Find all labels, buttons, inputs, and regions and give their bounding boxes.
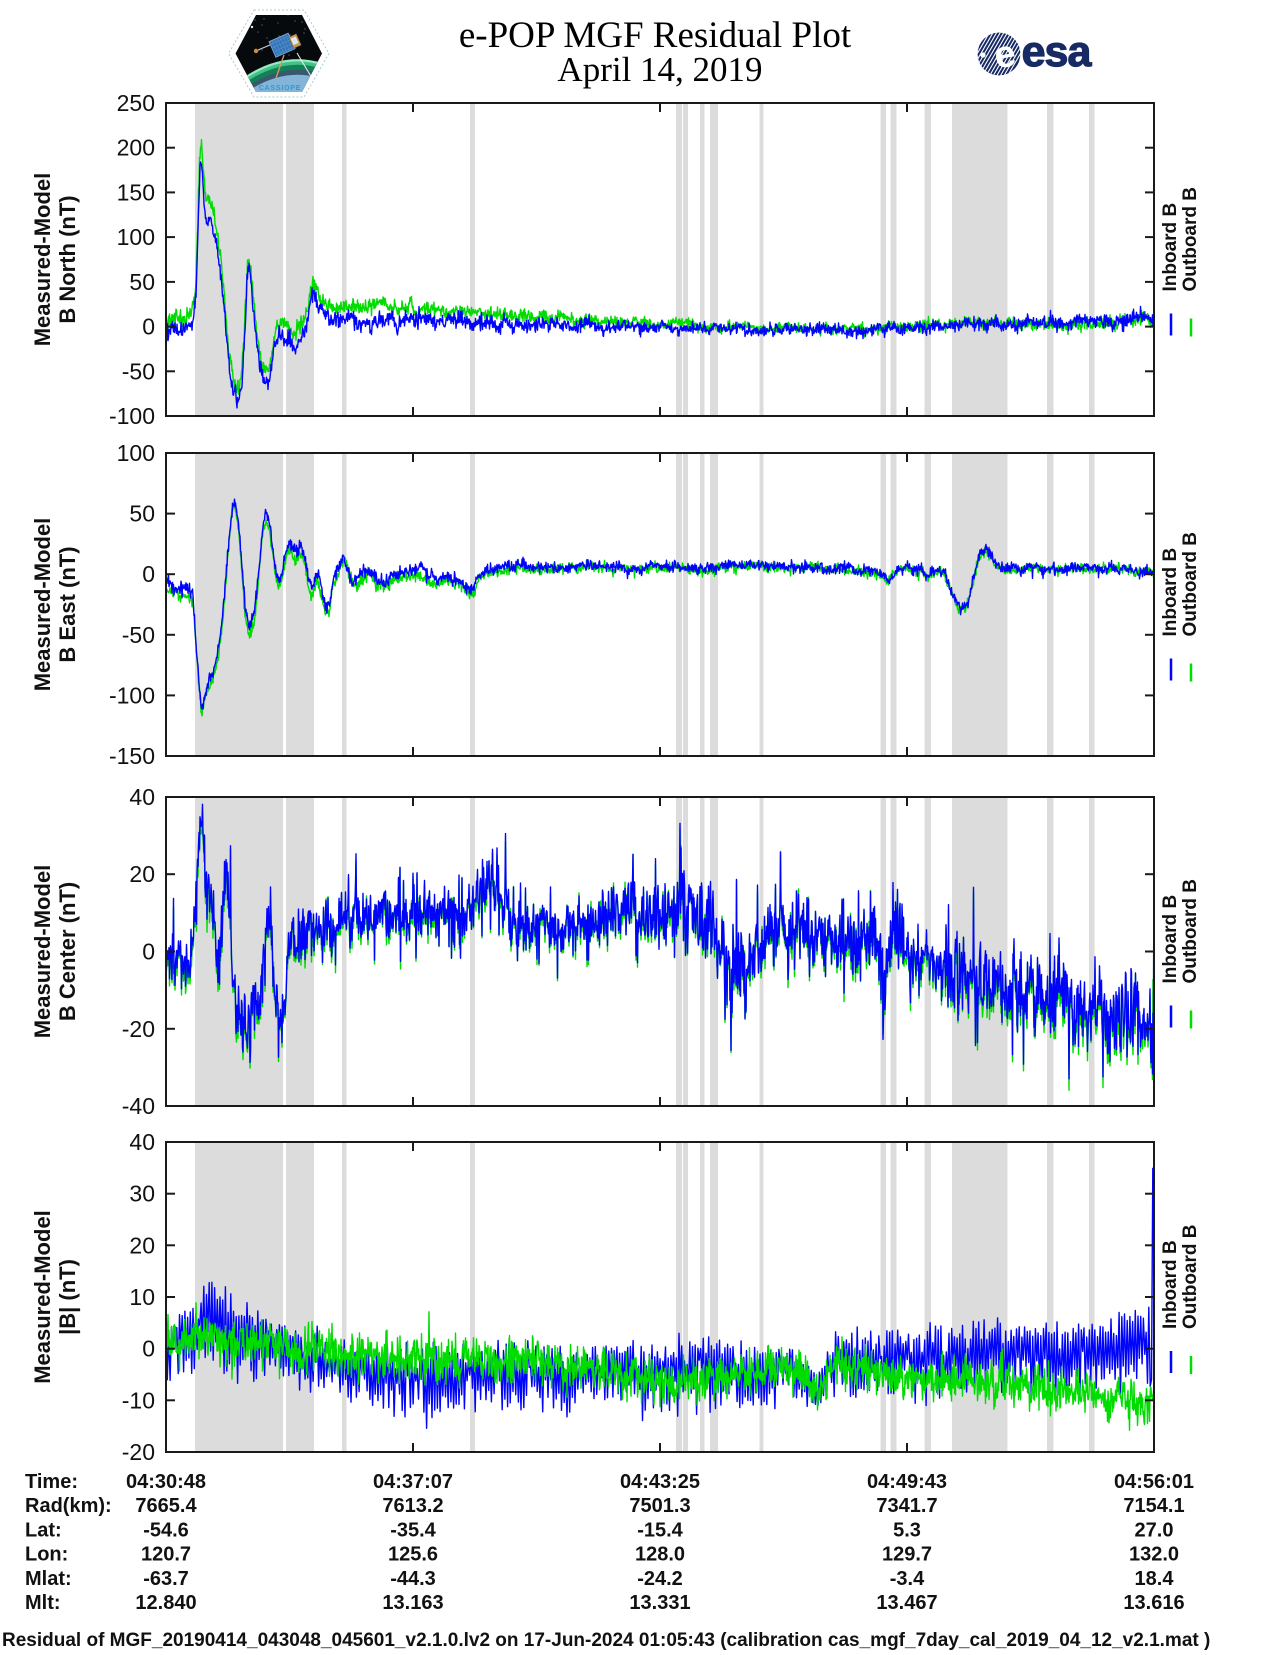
svg-text:150: 150 <box>117 179 155 205</box>
svg-text:04:56:01: 04:56:01 <box>1114 1471 1194 1493</box>
svg-text:12.840: 12.840 <box>135 1592 196 1614</box>
svg-text:7613.2: 7613.2 <box>382 1495 443 1517</box>
svg-text:13.616: 13.616 <box>1123 1592 1184 1614</box>
svg-text:-15.4: -15.4 <box>637 1519 683 1541</box>
svg-text:Measured-Model: Measured-Model <box>30 518 55 692</box>
svg-text:-20: -20 <box>122 1016 155 1042</box>
svg-text:-20: -20 <box>122 1439 155 1465</box>
svg-text:esa: esa <box>1022 28 1093 76</box>
svg-text:Lat:: Lat: <box>25 1519 62 1541</box>
svg-text:7501.3: 7501.3 <box>629 1495 690 1517</box>
svg-text:04:30:48: 04:30:48 <box>126 1471 206 1493</box>
svg-text:Outboard B: Outboard B <box>1180 532 1201 637</box>
svg-text:125.6: 125.6 <box>388 1544 438 1566</box>
svg-text:13.467: 13.467 <box>876 1592 937 1614</box>
svg-text:Inboard B: Inboard B <box>1160 1240 1181 1329</box>
svg-text:B Center (nT): B Center (nT) <box>55 882 80 1021</box>
svg-text:7341.7: 7341.7 <box>876 1495 937 1517</box>
svg-text:250: 250 <box>117 90 155 116</box>
svg-text:50: 50 <box>129 269 155 295</box>
svg-text:40: 40 <box>129 784 155 810</box>
svg-text:Measured-Model: Measured-Model <box>30 1210 55 1384</box>
svg-text:50: 50 <box>129 501 155 527</box>
svg-text:Inboard B: Inboard B <box>1160 548 1181 637</box>
svg-text:Time:: Time: <box>25 1471 78 1493</box>
svg-text:Rad(km):: Rad(km): <box>25 1495 112 1517</box>
svg-text:18.4: 18.4 <box>1135 1568 1175 1590</box>
svg-text:120.7: 120.7 <box>141 1544 191 1566</box>
svg-text:-100: -100 <box>109 403 155 429</box>
svg-text:10: 10 <box>129 1284 155 1310</box>
svg-text:-63.7: -63.7 <box>143 1568 189 1590</box>
svg-text:04:43:25: 04:43:25 <box>620 1471 700 1493</box>
svg-text:B East (nT): B East (nT) <box>55 546 80 662</box>
svg-text:27.0: 27.0 <box>1135 1519 1174 1541</box>
svg-text:200: 200 <box>117 135 155 161</box>
svg-text:Mlt:: Mlt: <box>25 1592 61 1614</box>
svg-text:-44.3: -44.3 <box>390 1568 436 1590</box>
svg-text:40: 40 <box>129 1129 155 1155</box>
svg-text:132.0: 132.0 <box>1129 1544 1179 1566</box>
svg-text:Inboard B: Inboard B <box>1160 895 1181 984</box>
svg-text:Outboard B: Outboard B <box>1180 1225 1201 1330</box>
svg-text:-54.6: -54.6 <box>143 1519 189 1541</box>
svg-text:0: 0 <box>142 561 155 587</box>
svg-text:-35.4: -35.4 <box>390 1519 436 1541</box>
svg-text:0: 0 <box>142 314 155 340</box>
svg-text:B North (nT): B North (nT) <box>55 195 80 323</box>
svg-text:Lon:: Lon: <box>25 1544 68 1566</box>
svg-text:|B| (nT): |B| (nT) <box>55 1259 80 1335</box>
svg-text:e-POP MGF Residual Plot: e-POP MGF Residual Plot <box>459 15 852 56</box>
svg-text:Inboard B: Inboard B <box>1160 203 1181 292</box>
svg-text:-100: -100 <box>109 682 155 708</box>
svg-text:04:49:43: 04:49:43 <box>867 1471 947 1493</box>
svg-text:04:37:07: 04:37:07 <box>373 1471 453 1493</box>
svg-text:5.3: 5.3 <box>893 1519 921 1541</box>
svg-text:20: 20 <box>129 1232 155 1258</box>
svg-text:7665.4: 7665.4 <box>135 1495 197 1517</box>
svg-text:-40: -40 <box>122 1093 155 1119</box>
svg-text:100: 100 <box>117 440 155 466</box>
svg-text:0: 0 <box>142 939 155 965</box>
svg-text:100: 100 <box>117 224 155 250</box>
svg-text:128.0: 128.0 <box>635 1544 685 1566</box>
svg-text:-3.4: -3.4 <box>890 1568 925 1590</box>
svg-text:-50: -50 <box>122 622 155 648</box>
svg-text:April 14, 2019: April 14, 2019 <box>557 50 762 89</box>
svg-text:13.163: 13.163 <box>382 1592 443 1614</box>
svg-text:129.7: 129.7 <box>882 1544 932 1566</box>
svg-text:Residual of MGF_20190414_04304: Residual of MGF_20190414_043048_045601_v… <box>2 1630 1210 1650</box>
svg-text:-10: -10 <box>122 1387 155 1413</box>
svg-text:-150: -150 <box>109 743 155 769</box>
svg-text:-50: -50 <box>122 358 155 384</box>
svg-text:7154.1: 7154.1 <box>1123 1495 1184 1517</box>
svg-text:Measured-Model: Measured-Model <box>30 173 55 347</box>
svg-text:Outboard B: Outboard B <box>1180 879 1201 984</box>
svg-text:Outboard B: Outboard B <box>1180 187 1201 292</box>
svg-text:30: 30 <box>129 1181 155 1207</box>
svg-text:0: 0 <box>142 1336 155 1362</box>
svg-text:20: 20 <box>129 861 155 887</box>
svg-text:13.331: 13.331 <box>629 1592 690 1614</box>
svg-text:CASSIOPE: CASSIOPE <box>259 85 302 92</box>
svg-text:Measured-Model: Measured-Model <box>30 865 55 1039</box>
svg-text:Mlat:: Mlat: <box>25 1568 72 1590</box>
svg-text:-24.2: -24.2 <box>637 1568 683 1590</box>
